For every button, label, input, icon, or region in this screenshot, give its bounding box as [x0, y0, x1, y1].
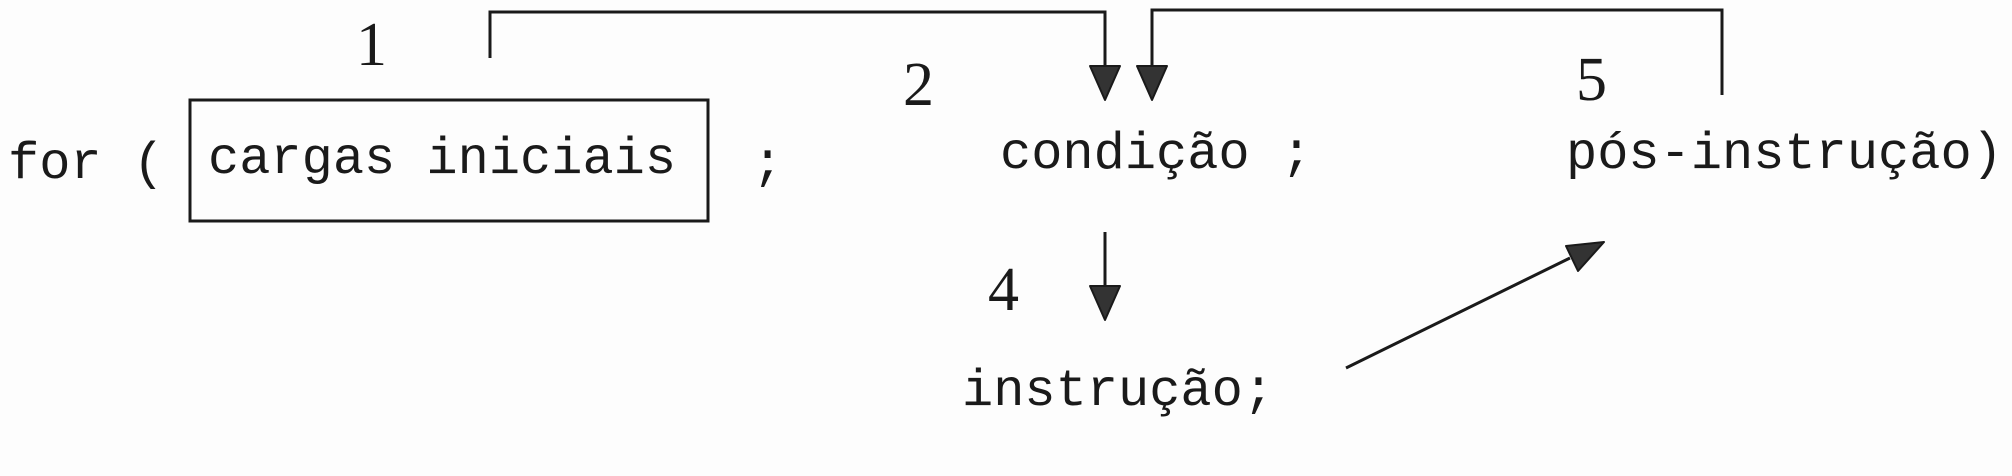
step-number-5: 5: [1576, 46, 1607, 114]
post-instruction-text: pós-instrução): [1566, 125, 2003, 184]
init-box: [188, 98, 710, 223]
arrowhead-post-to-condition: [1136, 65, 1168, 101]
arrow-post-to-condition: [1136, 8, 1724, 101]
body-instruction-text: instrução;: [962, 362, 1274, 421]
init-text: cargas iniciais: [208, 130, 676, 189]
arrow-body-to-post: [1345, 241, 1605, 370]
arrow-init-to-condition: [488, 10, 1121, 101]
step-number-2: 2: [903, 51, 934, 119]
arrowhead-condition-to-body: [1089, 285, 1121, 321]
step-number-1: 1: [356, 11, 387, 79]
arrowhead-body-to-post: [1565, 241, 1605, 272]
arrowhead-init-to-condition: [1089, 65, 1121, 101]
condition-text: condição ;: [1000, 125, 1312, 184]
init-semicolon: ;: [752, 135, 783, 194]
step-number-4: 4: [988, 256, 1019, 324]
for-keyword: for (: [8, 135, 164, 194]
arrow-condition-to-body: [1089, 232, 1121, 321]
